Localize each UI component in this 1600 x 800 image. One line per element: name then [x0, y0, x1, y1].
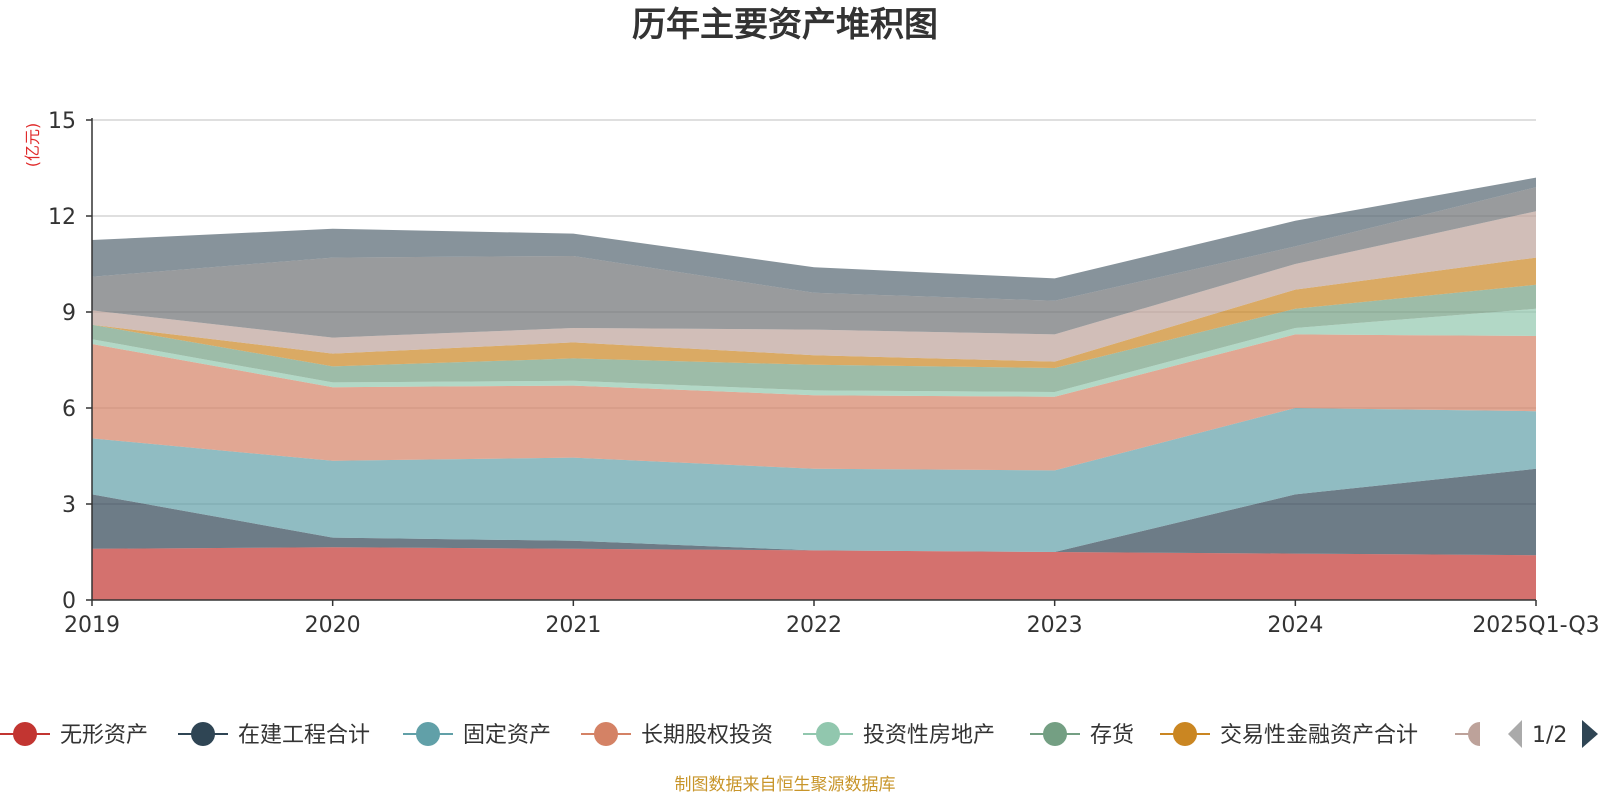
y-axis-unit-label: (亿元) — [23, 123, 42, 168]
legend-circle-icon — [594, 722, 618, 746]
legend-item[interactable]: 在建工程合计 — [178, 722, 370, 748]
x-tick-label: 2024 — [1267, 613, 1323, 638]
legend-circle-icon — [13, 722, 37, 746]
x-tick-label: 2019 — [64, 613, 120, 638]
legend-label: 投资性房地产 — [863, 723, 995, 748]
area-series-2 — [92, 408, 1536, 552]
y-tick-label: 6 — [62, 397, 76, 422]
legend-circle-icon — [1173, 722, 1197, 746]
area-series-9 — [92, 177, 1536, 301]
x-tick-label: 2021 — [545, 613, 601, 638]
legend-overflow-mask — [1480, 714, 1600, 756]
legend-label: 固定资产 — [463, 723, 551, 748]
area-series-1 — [92, 468, 1536, 556]
legend-label: 交易性金融资产合计 — [1220, 723, 1418, 748]
chart-title: 历年主要资产堆积图 — [632, 5, 938, 45]
area-series — [92, 177, 1536, 600]
legend-circle-icon — [816, 722, 840, 746]
area-series-3 — [92, 334, 1536, 471]
x-tick-label: 2022 — [786, 613, 842, 638]
legend-circle-icon — [416, 722, 440, 746]
x-tick-label: 2023 — [1027, 613, 1083, 638]
legend-label: 长期股权投资 — [641, 723, 773, 748]
next-page-icon[interactable] — [1582, 720, 1598, 748]
legend-item[interactable]: 投资性房地产 — [803, 722, 995, 748]
legend-circle-icon — [191, 722, 215, 746]
legend-item[interactable]: 存货 — [1030, 722, 1134, 748]
legend-item[interactable]: 固定资产 — [403, 722, 551, 748]
area-series-5 — [92, 284, 1536, 392]
legend: 无形资产 在建工程合计 固定资产 长期股权投资 投资性房地产 存货 交易性金融资产合计 1/2 — [0, 714, 1600, 756]
prev-page-icon[interactable] — [1508, 720, 1522, 748]
legend-label: 在建工程合计 — [238, 723, 370, 748]
y-tick-label: 0 — [62, 589, 76, 614]
source-note: 制图数据来自恒生聚源数据库 — [675, 775, 896, 795]
legend-item[interactable]: 长期股权投资 — [581, 722, 773, 748]
legend-item[interactable]: 无形资产 — [0, 722, 148, 748]
y-tick-label: 9 — [62, 301, 76, 326]
area-series-0 — [92, 547, 1536, 600]
y-tick-label: 3 — [62, 493, 76, 518]
x-tick-label: 2025Q1-Q3 — [1472, 613, 1599, 638]
legend-circle-icon — [1043, 722, 1067, 746]
legend-page-indicator: 1/2 — [1532, 723, 1567, 748]
area-series-6 — [92, 257, 1536, 368]
y-tick-label: 15 — [48, 109, 76, 134]
legend-label: 无形资产 — [60, 723, 148, 748]
legend-item[interactable]: 交易性金融资产合计 — [1160, 722, 1418, 748]
y-tick-label: 12 — [48, 205, 76, 230]
x-tick-label: 2020 — [305, 613, 361, 638]
legend-label: 存货 — [1090, 723, 1134, 748]
area-series-8 — [92, 187, 1536, 338]
area-series-7 — [92, 211, 1536, 362]
legend-circle-icon — [1468, 722, 1480, 746]
axes: 0 3 6 9 12 15 2019 2020 2021 2022 2023 2024 2025Q1-Q… — [48, 109, 1600, 638]
